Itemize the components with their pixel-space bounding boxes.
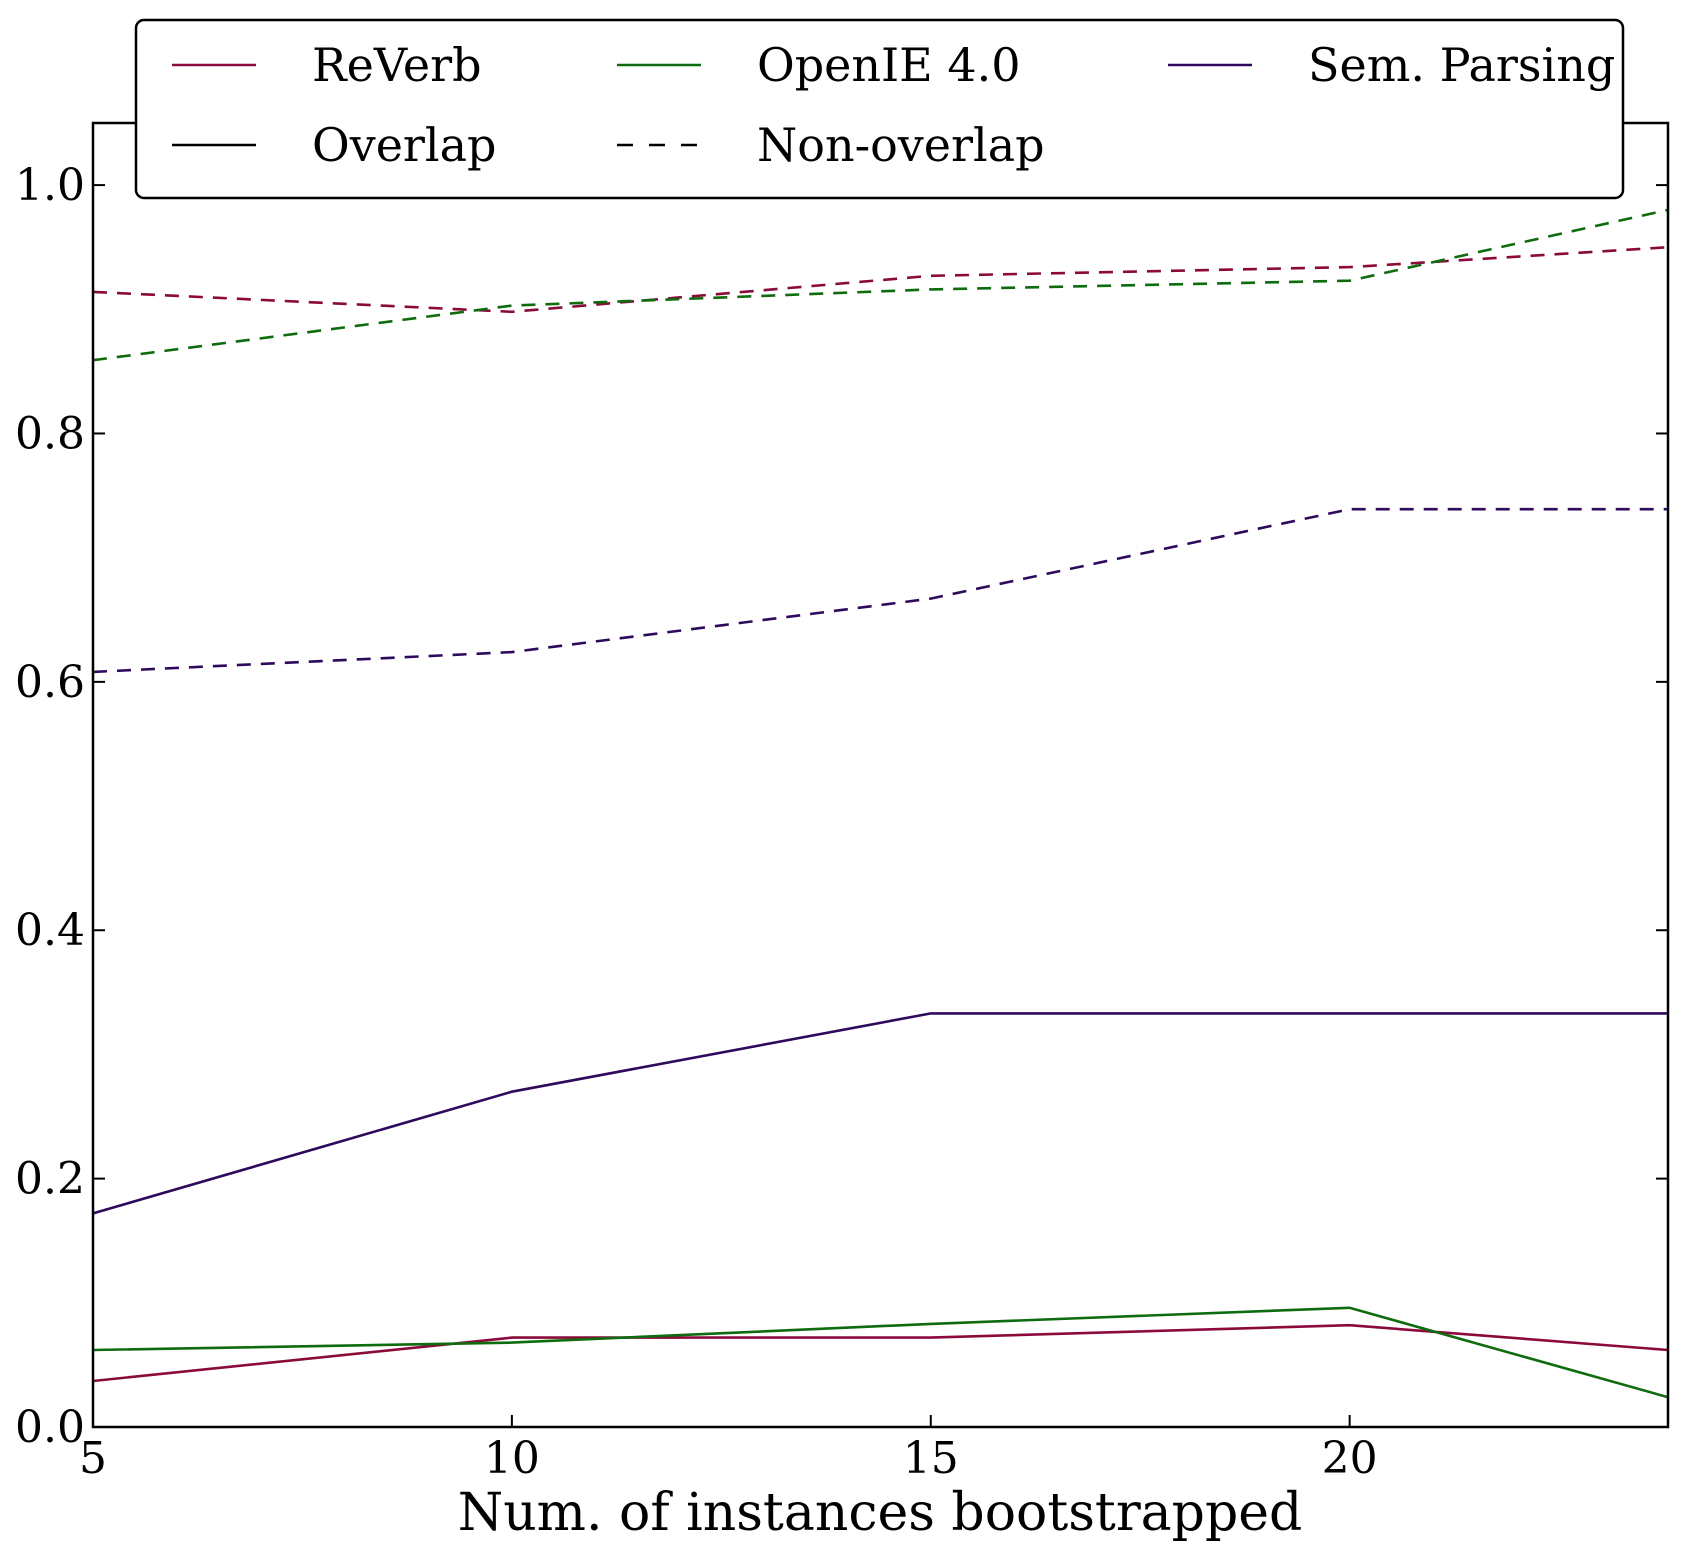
- y-tick-label: 0.8: [15, 408, 85, 459]
- legend: ReVerb OpenIE 4.0 Sem. Parsing Overlap Non-o…: [134, 18, 1625, 200]
- series-line-sem-parsing-solid: [92, 1012, 1668, 1215]
- y-tick-label: 0.6: [15, 657, 85, 708]
- legend-label: Overlap: [312, 118, 497, 172]
- series-line-openie-4-0-dashed: [92, 208, 1669, 362]
- legend-label: OpenIE 4.0: [757, 38, 1021, 92]
- y-tick-label: 1.0: [15, 160, 85, 211]
- legend-label: Sem. Parsing: [1308, 38, 1615, 92]
- legend-label: Non-overlap: [757, 118, 1045, 172]
- x-tick-label: 5: [79, 1433, 107, 1484]
- legend-item-non-overlap: Non-overlap: [617, 118, 1045, 172]
- x-tick-label: 15: [903, 1433, 959, 1484]
- y-tick-label: 0.0: [15, 1402, 85, 1453]
- x-axis-label: Num. of instances bootstrapped: [458, 1483, 1303, 1543]
- ticks-layer: 5 10 15 20 0.0 0.2 0.4 0.6 0.8 1.0: [15, 123, 1668, 1484]
- x-tick-label: 10: [484, 1433, 540, 1484]
- series-line-reverb-solid: [92, 1323, 1669, 1383]
- plot-frame: [91, 121, 1670, 1429]
- legend-item-openie-4-0: OpenIE 4.0: [617, 38, 1021, 92]
- legend-items: ReVerb OpenIE 4.0 Sem. Parsing Overlap Non-o…: [172, 38, 1615, 172]
- legend-item-overlap: Overlap: [172, 118, 497, 172]
- legend-item-reverb: ReVerb: [172, 38, 482, 92]
- legend-item-sem-parsing: Sem. Parsing: [1168, 38, 1615, 92]
- x-tick-label: 20: [1322, 1433, 1378, 1484]
- y-tick-label: 0.2: [15, 1154, 85, 1205]
- legend-label: ReVerb: [312, 38, 482, 92]
- series-line-sem-parsing-dashed: [92, 507, 1668, 674]
- y-tick-label: 0.4: [15, 905, 85, 956]
- series-line-reverb-dashed: [92, 245, 1669, 314]
- series-line-openie-4-0-solid: [92, 1306, 1669, 1399]
- series-layer: [92, 208, 1669, 1399]
